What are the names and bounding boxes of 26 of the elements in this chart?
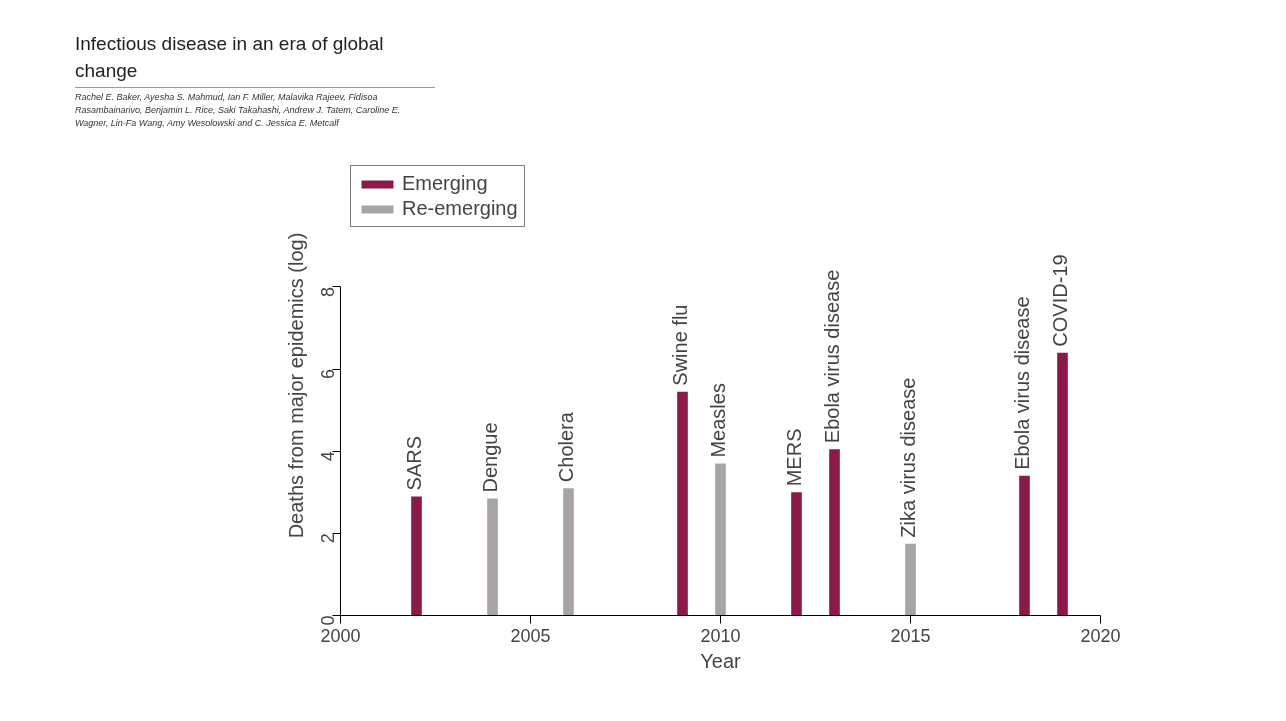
annotation: COVID-19 bbox=[1048, 254, 1071, 347]
y-tick-label: 4 bbox=[318, 451, 338, 462]
annotation: MERS bbox=[782, 428, 805, 487]
chart-title: Infectious disease in an era of global change bbox=[75, 30, 435, 89]
y-tick-label: 8 bbox=[318, 286, 338, 297]
annotation: Zika virus disease bbox=[896, 377, 919, 538]
y-tick-label: 0 bbox=[318, 615, 338, 626]
y-tick-label: 2 bbox=[318, 533, 338, 544]
legend-label: Emerging bbox=[402, 172, 488, 195]
annotation: Measles bbox=[706, 383, 729, 458]
x-tick-label: 2015 bbox=[890, 625, 931, 646]
y-axis-title: Deaths from major epidemics (log) bbox=[284, 232, 307, 539]
x-axis-title: Year bbox=[700, 649, 742, 672]
annotation: Swine flu bbox=[668, 304, 691, 386]
x-tick-label: 2000 bbox=[320, 625, 361, 646]
annotation: Ebola virus disease bbox=[820, 269, 843, 444]
x-tick-label: 2010 bbox=[700, 625, 741, 646]
text: Rachel E. Baker, Ayesha S. Mahmud, Ian F. Miller, Malavika Rajeev, Fidisoa Rasambainarivo, Benjamin L. Rice, Saki Takahashi, Andrew J. Tatem, Caroline E. Wagner, Lin-Fa Wang, Amy Wesolowski and C. Jessica E. Metcalf bbox=[75, 91, 402, 130]
annotation: Dengue bbox=[478, 422, 501, 493]
annotation: SARS bbox=[402, 435, 425, 491]
x-tick-label: 2020 bbox=[1080, 625, 1121, 646]
x-tick-label: 2005 bbox=[510, 625, 551, 646]
annotation: Cholera bbox=[554, 411, 577, 483]
annotation: Ebola virus disease bbox=[1010, 296, 1033, 470]
legend-label: Re-emerging bbox=[402, 197, 518, 220]
y-tick-label: 6 bbox=[318, 369, 338, 380]
